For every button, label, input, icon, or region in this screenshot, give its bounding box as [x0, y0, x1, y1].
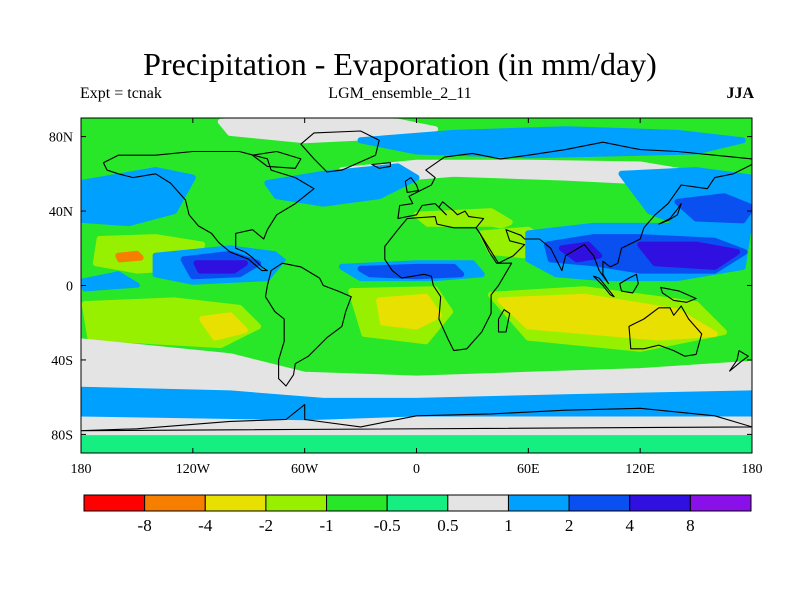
- field-spac-orange: [199, 312, 248, 341]
- chart-title: Precipitation - Evaporation (in mm/day): [143, 46, 657, 82]
- coast-japan: [658, 203, 682, 225]
- colorbar-swatch: [568, 494, 631, 512]
- x-tick-label: 0: [413, 462, 420, 477]
- field-atl-itcz-navy: [357, 263, 465, 280]
- coast-eurasia: [397, 141, 752, 285]
- coast-borneo: [619, 273, 639, 294]
- colorbar-label: 4: [625, 516, 634, 535]
- colorbar-swatch: [326, 494, 388, 512]
- coast-new-zealand: [729, 350, 749, 372]
- colorbar-swatch: [629, 494, 691, 512]
- experiment-label: Expt = tcnak: [80, 85, 162, 102]
- field-sio-orange: [497, 293, 718, 341]
- y-tick-label: 40S: [51, 354, 73, 369]
- colorbar-swatch: [386, 494, 449, 512]
- coast-africa: [384, 216, 513, 352]
- coast-sumatra: [593, 275, 615, 298]
- colorbar-swatch: [144, 494, 206, 512]
- field-npac-east-blue: [81, 167, 196, 229]
- coast-greenland: [300, 130, 380, 173]
- field-wpac-violet: [637, 241, 741, 270]
- coast-antarctica: [81, 404, 752, 432]
- y-tick-label: 80N: [49, 131, 73, 146]
- x-tick-label: 120W: [176, 462, 211, 477]
- colorbar-label: -0.5: [374, 516, 401, 535]
- colorbar-label: 8: [686, 516, 695, 535]
- colorbar-label: -1: [319, 516, 333, 535]
- coast-australia: [628, 305, 703, 357]
- season-label: JJA: [726, 85, 754, 102]
- coast-south-america: [264, 262, 352, 387]
- colorbar-swatch: [83, 494, 146, 512]
- field-india-violet: [558, 241, 603, 263]
- y-tick-label: 80S: [51, 428, 73, 443]
- run-label: LGM_ensemble_2_11: [328, 85, 472, 102]
- field-arctic-gray: [217, 118, 439, 144]
- colorbar-swatch: [447, 494, 509, 512]
- field-antarctic-green: [81, 435, 752, 453]
- colorbar-label: -8: [138, 516, 152, 535]
- colorbar-swatch: [507, 494, 570, 512]
- x-tick-label: 180: [71, 462, 92, 477]
- colorbar-label: -4: [198, 516, 213, 535]
- colorbar-label: 1: [504, 516, 513, 535]
- y-tick-label: 0: [66, 280, 73, 295]
- coast-madagascar: [497, 309, 511, 333]
- field-nh-atlantic-blue: [264, 163, 420, 207]
- colorbar-label: -2: [259, 516, 273, 535]
- coast-north-america: [102, 150, 315, 272]
- coast-uk: [404, 177, 419, 193]
- field-epac-itcz-violet: [193, 260, 248, 274]
- coast-baffin: [251, 150, 302, 169]
- coast-iceland: [371, 162, 391, 169]
- colorbar-label: 2: [565, 516, 574, 535]
- coast-new-guinea: [660, 286, 697, 303]
- x-tick-label: 60W: [291, 462, 319, 477]
- colorbar-label: 0.5: [437, 516, 458, 535]
- colorbar: -8 -4 -2 -1 -0.5 0.5 1 2 4 8: [83, 494, 752, 535]
- colorbar-swatch: [204, 494, 267, 512]
- field-npac-orange-line: [115, 250, 144, 263]
- y-tick-label: 40N: [49, 205, 73, 220]
- field-npac-deep-blue: [674, 193, 752, 224]
- colorbar-swatch: [265, 494, 328, 512]
- x-tick-label: 120E: [625, 462, 655, 477]
- plot-area: [81, 118, 752, 453]
- colorbar-swatch: [689, 494, 752, 512]
- field-satl-orange: [376, 293, 442, 330]
- axes: 180 120W 60W 0 60E 120E 180 80N 40N 0 40S 80S: [49, 117, 763, 477]
- x-tick-label: 180: [742, 462, 763, 477]
- x-tick-label: 60E: [517, 462, 540, 477]
- field-nh-blue-band: [357, 126, 746, 159]
